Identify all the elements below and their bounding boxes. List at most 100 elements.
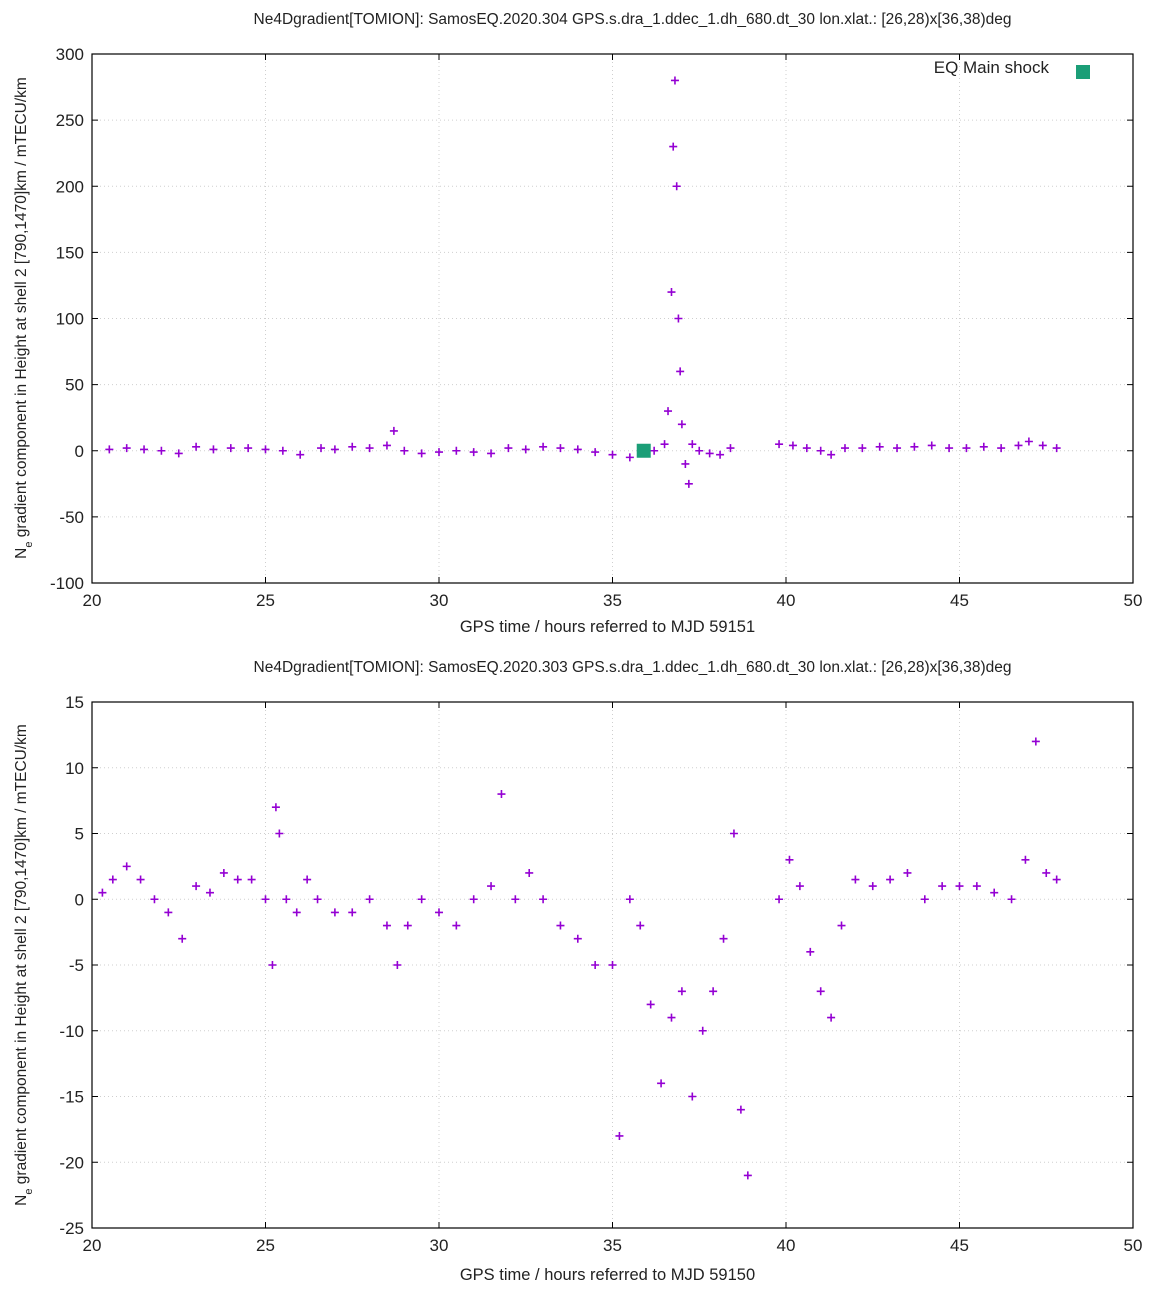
- chart-title: Ne4Dgradient[TOMION]: SamosEQ.2020.304 G…: [254, 11, 1012, 28]
- data-point: [806, 947, 815, 956]
- chart-title: Ne4Dgradient[TOMION]: SamosEQ.2020.303 G…: [254, 659, 1012, 676]
- data-point: [729, 829, 738, 838]
- data-point: [802, 444, 811, 453]
- y-tick-label: 0: [75, 442, 84, 461]
- data-point: [650, 446, 659, 455]
- data-point: [205, 888, 214, 897]
- x-tick-label: 30: [430, 1236, 449, 1255]
- data-point: [469, 448, 478, 457]
- chart-1: 20 25 30 35 40 45 50 -100 -50 0 50 100 150 200 250 300 N…: [13, 11, 1142, 636]
- data-point: [677, 987, 686, 996]
- data-point: [209, 445, 218, 454]
- data-point: [487, 882, 496, 891]
- data-point: [330, 445, 339, 454]
- data-point: [788, 441, 797, 450]
- data-point: [136, 875, 145, 884]
- data-point: [164, 908, 173, 917]
- data-point: [795, 882, 804, 891]
- y-tick-label: 250: [56, 111, 84, 130]
- data-point: [268, 961, 277, 969]
- x-tick-label: 25: [256, 1236, 275, 1255]
- data-point: [556, 444, 565, 453]
- data-point: [608, 450, 617, 459]
- data-point: [1031, 737, 1040, 746]
- data-point: [365, 444, 374, 453]
- y-tick-label: -50: [59, 508, 84, 527]
- data-point: [695, 446, 704, 455]
- y-axis-label: Ne gradient component in Height at shell…: [13, 77, 35, 559]
- data-point: [615, 1131, 624, 1140]
- data-point: [365, 895, 374, 904]
- data-point: [972, 882, 981, 891]
- y-tick-label: -100: [50, 574, 84, 593]
- data-point: [348, 442, 357, 451]
- data-point: [275, 829, 284, 838]
- data-point: [556, 921, 565, 930]
- y-tick-label: 100: [56, 310, 84, 329]
- x-tick-label: 40: [777, 591, 796, 610]
- data-point: [435, 448, 443, 457]
- data-point: [927, 441, 936, 450]
- data-point: [140, 445, 149, 454]
- data-point: [669, 142, 678, 151]
- data-point: [261, 445, 270, 454]
- data-point: [192, 882, 201, 891]
- data-point: [1021, 855, 1030, 864]
- data-point: [698, 1026, 707, 1035]
- data-point: [174, 449, 183, 458]
- series-points: [105, 76, 1061, 488]
- data-point: [271, 803, 280, 812]
- data-point: [608, 961, 617, 969]
- eq-main-shock-marker: [636, 443, 651, 458]
- x-tick-label: 40: [777, 1236, 796, 1255]
- data-point: [1038, 441, 1047, 450]
- data-point: [684, 479, 693, 488]
- data-point: [646, 1000, 655, 1009]
- data-point: [348, 908, 357, 917]
- data-point: [743, 1171, 752, 1180]
- data-point: [851, 875, 860, 884]
- data-point: [521, 445, 530, 454]
- legend-marker: [1076, 65, 1090, 79]
- data-point: [903, 868, 912, 877]
- legend-label: EQ Main shock: [934, 58, 1050, 77]
- data-point: [591, 448, 600, 457]
- x-tick-label: 30: [430, 591, 449, 610]
- data-point: [868, 882, 877, 891]
- data-point: [716, 450, 725, 459]
- data-point: [278, 446, 287, 455]
- data-point: [497, 790, 506, 799]
- data-point: [573, 934, 582, 943]
- data-point: [382, 921, 391, 930]
- y-tick-label: -20: [59, 1153, 84, 1172]
- data-point: [938, 882, 947, 891]
- x-tick-label: 45: [950, 1236, 969, 1255]
- data-point: [303, 875, 312, 884]
- x-tick-label: 50: [1124, 1236, 1143, 1255]
- data-point: [688, 1092, 697, 1101]
- series-points: [98, 737, 1061, 1180]
- data-point: [910, 442, 919, 451]
- data-point: [664, 407, 673, 416]
- data-point: [226, 444, 235, 453]
- x-tick-label: 35: [603, 591, 622, 610]
- y-tick-label: 10: [65, 759, 84, 778]
- data-point: [709, 987, 718, 996]
- data-point: [192, 442, 201, 451]
- y-tick-label: 15: [65, 693, 84, 712]
- data-point: [1007, 895, 1016, 904]
- data-point: [178, 934, 187, 943]
- y-tick-label: 0: [75, 890, 84, 909]
- data-point: [330, 908, 339, 917]
- x-tick-label: 45: [950, 591, 969, 610]
- data-point: [539, 895, 548, 904]
- data-point: [98, 888, 107, 897]
- data-point: [233, 875, 242, 884]
- data-point: [105, 445, 114, 454]
- x-tick-label: 35: [603, 1236, 622, 1255]
- y-tick-label: -15: [59, 1088, 84, 1107]
- data-point: [525, 868, 534, 877]
- data-point: [886, 875, 895, 884]
